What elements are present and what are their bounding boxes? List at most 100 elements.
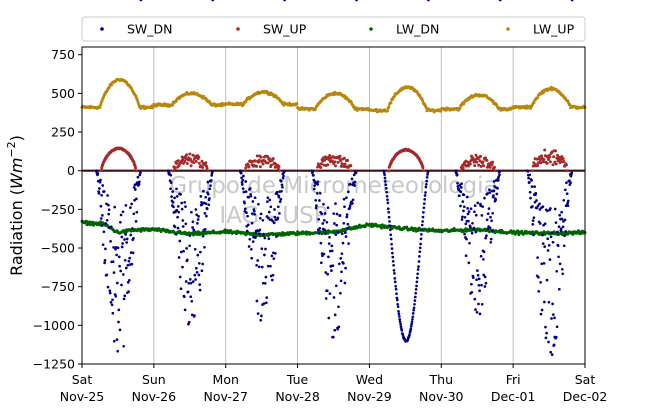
x-tick-label: Sun Nov-26	[132, 372, 177, 404]
data-point	[338, 214, 342, 217]
data-point	[129, 233, 133, 237]
data-point	[314, 107, 317, 111]
data-point	[422, 211, 425, 214]
data-point	[192, 157, 196, 161]
data-point	[418, 250, 422, 254]
data-point	[178, 275, 182, 279]
data-point	[349, 164, 353, 168]
x-tick-label: Mon Nov-27	[203, 372, 247, 404]
legend-marker	[506, 27, 510, 31]
data-point	[484, 236, 487, 240]
data-point	[197, 215, 200, 218]
data-point	[272, 257, 276, 260]
data-point	[548, 160, 552, 164]
data-point	[545, 331, 548, 335]
data-point	[103, 261, 106, 265]
data-point	[188, 152, 192, 156]
data-point	[258, 228, 262, 232]
data-point	[174, 232, 178, 236]
y-tick-label: −1250	[33, 357, 75, 372]
data-point	[410, 322, 413, 326]
data-point	[323, 212, 327, 215]
data-point	[560, 210, 563, 214]
data-point	[490, 163, 494, 167]
data-point	[185, 258, 189, 262]
data-point	[340, 232, 344, 236]
data-point	[187, 281, 191, 285]
data-point	[561, 157, 565, 161]
data-point	[391, 255, 395, 259]
data-point	[342, 197, 346, 201]
data-point	[205, 214, 208, 218]
data-point	[486, 227, 490, 231]
plot-frame	[81, 46, 586, 365]
data-point	[547, 243, 551, 247]
data-point	[536, 204, 540, 208]
data-point	[492, 194, 495, 197]
data-point	[551, 163, 555, 167]
data-point	[99, 103, 103, 107]
data-point	[194, 266, 198, 270]
x-tick-day: Wed	[356, 372, 383, 387]
data-point	[118, 264, 121, 268]
y-tick-label: 750	[51, 47, 75, 62]
data-point	[546, 209, 549, 213]
data-point	[424, 106, 428, 110]
data-point	[420, 223, 424, 227]
data-point	[197, 261, 201, 265]
data-point	[210, 174, 214, 177]
data-point	[123, 238, 126, 241]
data-point	[182, 295, 186, 299]
data-point	[536, 163, 540, 167]
data-point	[348, 204, 352, 208]
data-point	[262, 232, 266, 236]
data-point	[196, 222, 199, 225]
data-point	[245, 229, 249, 233]
data-point	[108, 289, 112, 293]
data-point	[261, 218, 265, 222]
data-point	[535, 199, 538, 202]
data-point	[263, 253, 266, 257]
data-point	[565, 192, 569, 196]
data-point	[199, 250, 202, 254]
data-point	[411, 315, 415, 319]
data-point	[204, 195, 208, 199]
data-point	[336, 231, 340, 234]
data-point	[260, 314, 263, 318]
data-point	[477, 163, 481, 167]
data-point	[279, 179, 283, 183]
data-point	[273, 215, 277, 219]
data-point	[423, 194, 427, 197]
data-point	[555, 325, 559, 329]
x-tick-day: Sun	[142, 372, 166, 387]
data-point	[468, 225, 472, 229]
data-point	[479, 164, 483, 168]
data-point	[256, 259, 260, 262]
data-point	[276, 205, 280, 209]
data-point	[179, 287, 183, 291]
data-point	[350, 177, 354, 181]
data-point	[134, 220, 138, 223]
data-point	[247, 195, 251, 199]
data-point	[538, 202, 541, 206]
data-point	[346, 222, 350, 226]
data-point	[425, 179, 429, 183]
data-point	[326, 163, 330, 167]
data-point	[113, 205, 117, 209]
data-point	[121, 273, 125, 276]
data-point	[315, 192, 319, 195]
data-point	[182, 249, 185, 253]
data-point	[554, 149, 557, 153]
data-point	[101, 184, 105, 187]
data-point	[563, 188, 567, 192]
data-point	[264, 301, 268, 305]
data-point	[343, 231, 347, 235]
data-point	[473, 158, 477, 162]
data-point	[314, 206, 318, 210]
data-point	[132, 212, 136, 216]
data-point	[549, 235, 553, 239]
data-point	[278, 212, 281, 215]
data-point	[276, 216, 280, 220]
data-point	[569, 181, 572, 185]
data-point	[194, 160, 198, 163]
